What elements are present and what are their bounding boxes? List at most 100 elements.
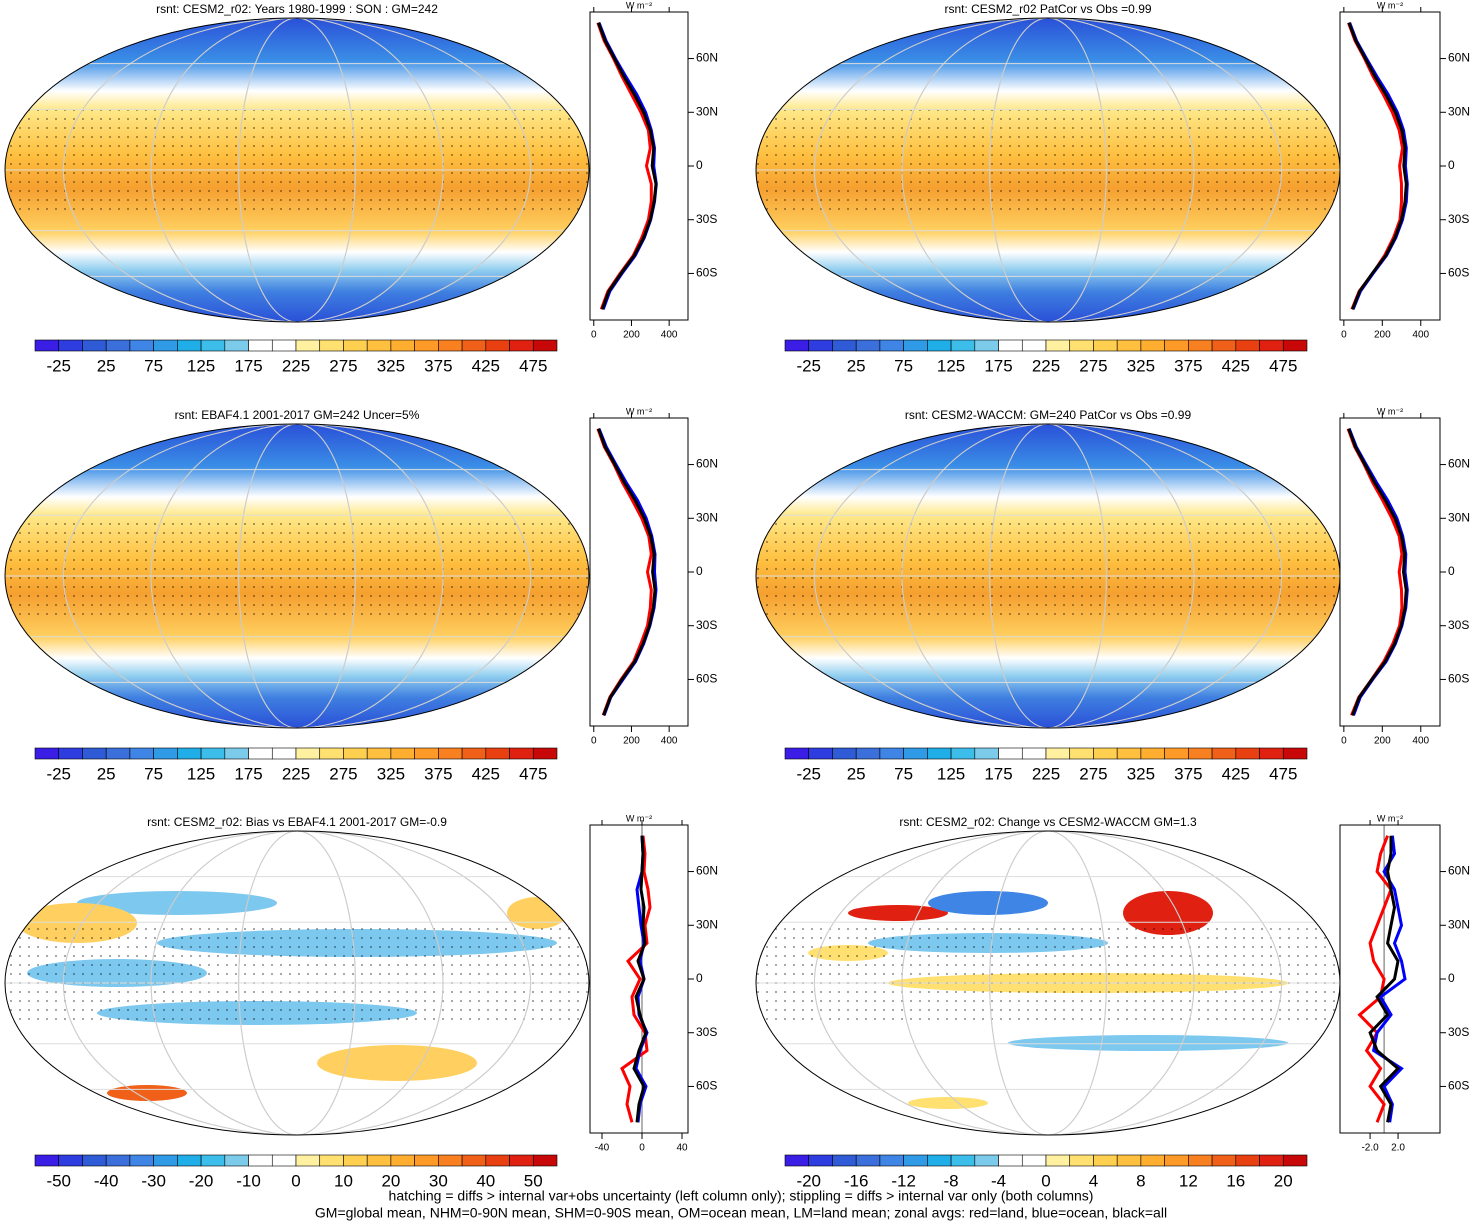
colorbar-label: 225 [282,356,310,375]
colorbar-label: 325 [377,356,405,375]
colorbar-bin [82,339,107,352]
colorbar-bin [1259,1154,1284,1167]
colorbar-bin [224,1154,249,1167]
map-title: rsnt: CESM2_r02: Change vs CESM2-WACCM G… [899,815,1197,829]
colorbar-bin [1021,339,1047,352]
footer-line: GM=global mean, NHM=0-90N mean, SHM=0-90… [315,1205,1167,1221]
map [5,831,589,1135]
y-tick-label: 60N [696,51,718,65]
colorbar-bin [343,339,368,352]
x-tick-label: 0 [1341,330,1347,341]
map-title: rsnt: CESM2_r02: Bias vs EBAF4.1 2001-20… [147,815,447,829]
map-anomaly [908,1097,988,1109]
colorbar-bin [414,747,439,760]
colorbar-label: 325 [1127,764,1155,783]
colorbar-label: 275 [1079,356,1107,375]
colorbar-label: -25 [796,764,821,783]
x-tick-label: 400 [1412,736,1429,747]
colorbar-bin [177,747,202,760]
colorbar-bin [1282,339,1308,352]
colorbar-label: 0 [1041,1171,1050,1190]
colorbar-label: 175 [234,356,262,375]
map-title: rsnt: CESM2_r02 PatCor vs Obs =0.99 [944,2,1151,16]
x-tick-label: 200 [623,330,640,341]
colorbar-bin [1235,339,1260,352]
colorbar-bin [224,747,249,760]
map-border [4,830,590,1136]
y-tick-label: 60S [696,672,717,686]
map [756,18,1340,322]
colorbar-bin [998,747,1023,760]
colorbar-label: 16 [1226,1171,1245,1190]
colorbar-label: 225 [282,764,310,783]
colorbar-bin [879,1154,904,1167]
colorbar-label: -25 [46,356,71,375]
colorbar-bin [1140,339,1165,352]
colorbar-bin [105,339,131,352]
x-tick-label: 2.0 [1391,1143,1405,1154]
y-tick-label: 30N [696,104,718,118]
colorbar-label: 425 [472,764,500,783]
colorbar-bin [34,747,60,760]
colorbar-label: 475 [1269,764,1297,783]
colorbar-bin [461,747,487,760]
colorbar-label: 175 [234,764,262,783]
colorbar-label: -25 [796,356,821,375]
x-tick-label: 400 [661,330,678,341]
colorbar-bin [58,747,83,760]
map-anomaly [77,891,277,915]
zonal-line [1368,835,1401,1123]
colorbar-label: 12 [1179,1171,1198,1190]
colorbar-label: 125 [187,764,215,783]
y-tick-label: 30N [1448,917,1470,931]
colorbar-label: -10 [236,1171,261,1190]
colorbar-bin [319,339,344,352]
colorbar-label: -8 [944,1171,959,1190]
colorbar-bin [855,1154,881,1167]
colorbar-bin [832,339,857,352]
y-tick-label: 60N [696,457,718,471]
colorbar-bin [1093,747,1118,760]
colorbar-bin [998,1154,1023,1167]
colorbar-bin [248,339,273,352]
colorbar-bin [485,747,510,760]
colorbar-label: 4 [1089,1171,1098,1190]
y-tick-label: 60S [1448,1079,1469,1093]
colorbar-bin [366,747,392,760]
map-anomaly [107,1085,187,1101]
x-tick-label: 0 [639,1143,645,1154]
colorbar-label: 475 [1269,356,1297,375]
colorbar-bin [903,747,928,760]
colorbar-label: -20 [796,1171,821,1190]
colorbar-label: 25 [97,764,116,783]
colorbar-label: 475 [519,356,547,375]
colorbar-label: 325 [1127,356,1155,375]
colorbar-bin [295,747,321,760]
colorbar-label: 275 [1079,764,1107,783]
colorbar-label: 175 [984,356,1012,375]
colorbar-bin [855,747,881,760]
colorbar-label: -20 [189,1171,214,1190]
profile-frame [589,417,689,727]
colorbar-label: 425 [1222,764,1250,783]
colorbar-bin [224,339,249,352]
colorbar-label: 275 [329,356,357,375]
zonal-line [1346,428,1404,716]
colorbar-bin [438,339,463,352]
y-tick-label: 60N [1448,457,1470,471]
x-tick-label: 40 [676,1143,688,1154]
colorbar-bin [1211,1154,1237,1167]
colorbar-bin [82,1154,107,1167]
colorbar-bin [1164,747,1189,760]
colorbar-bin [784,747,810,760]
colorbar-bin [879,339,904,352]
colorbar-label: 75 [894,764,913,783]
colorbar-bin [200,1154,226,1167]
colorbar-bin [1045,747,1071,760]
colorbar-label: 75 [144,764,163,783]
zonal-line [1347,22,1408,310]
profile-frame [589,11,689,321]
colorbar-bin [319,747,344,760]
map-anomaly [1008,1035,1288,1051]
